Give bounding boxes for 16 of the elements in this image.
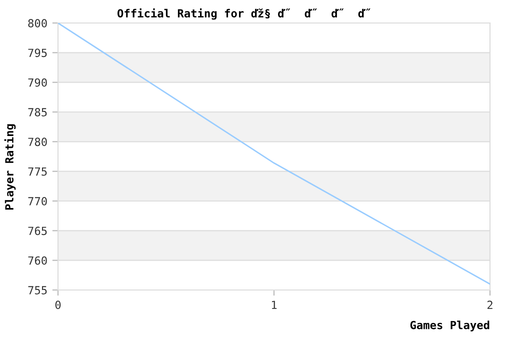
y-axis-title: Player Rating (4, 124, 16, 210)
y-tick-label: 785 (28, 108, 47, 116)
y-tick-label: 790 (28, 78, 47, 87)
y-tick-label: 800 (28, 19, 47, 28)
y-tick-label: 775 (28, 167, 47, 176)
x-axis-title: Games Played (410, 320, 490, 332)
y-tick-label: 760 (28, 256, 47, 265)
y-tick-label: 780 (28, 138, 47, 146)
y-tick-label: 765 (28, 226, 47, 236)
y-tick-label: 795 (28, 48, 47, 58)
x-tick-label: 2 (487, 300, 492, 309)
chart-title: Official Rating for ďž§ ď˝ ď˝ ď˝ ď˝ (118, 8, 370, 20)
y-tick-label: 755 (28, 286, 47, 294)
x-tick-label: 1 (272, 300, 277, 309)
x-tick-label: 0 (55, 300, 61, 310)
y-tick-label: 770 (28, 197, 47, 206)
